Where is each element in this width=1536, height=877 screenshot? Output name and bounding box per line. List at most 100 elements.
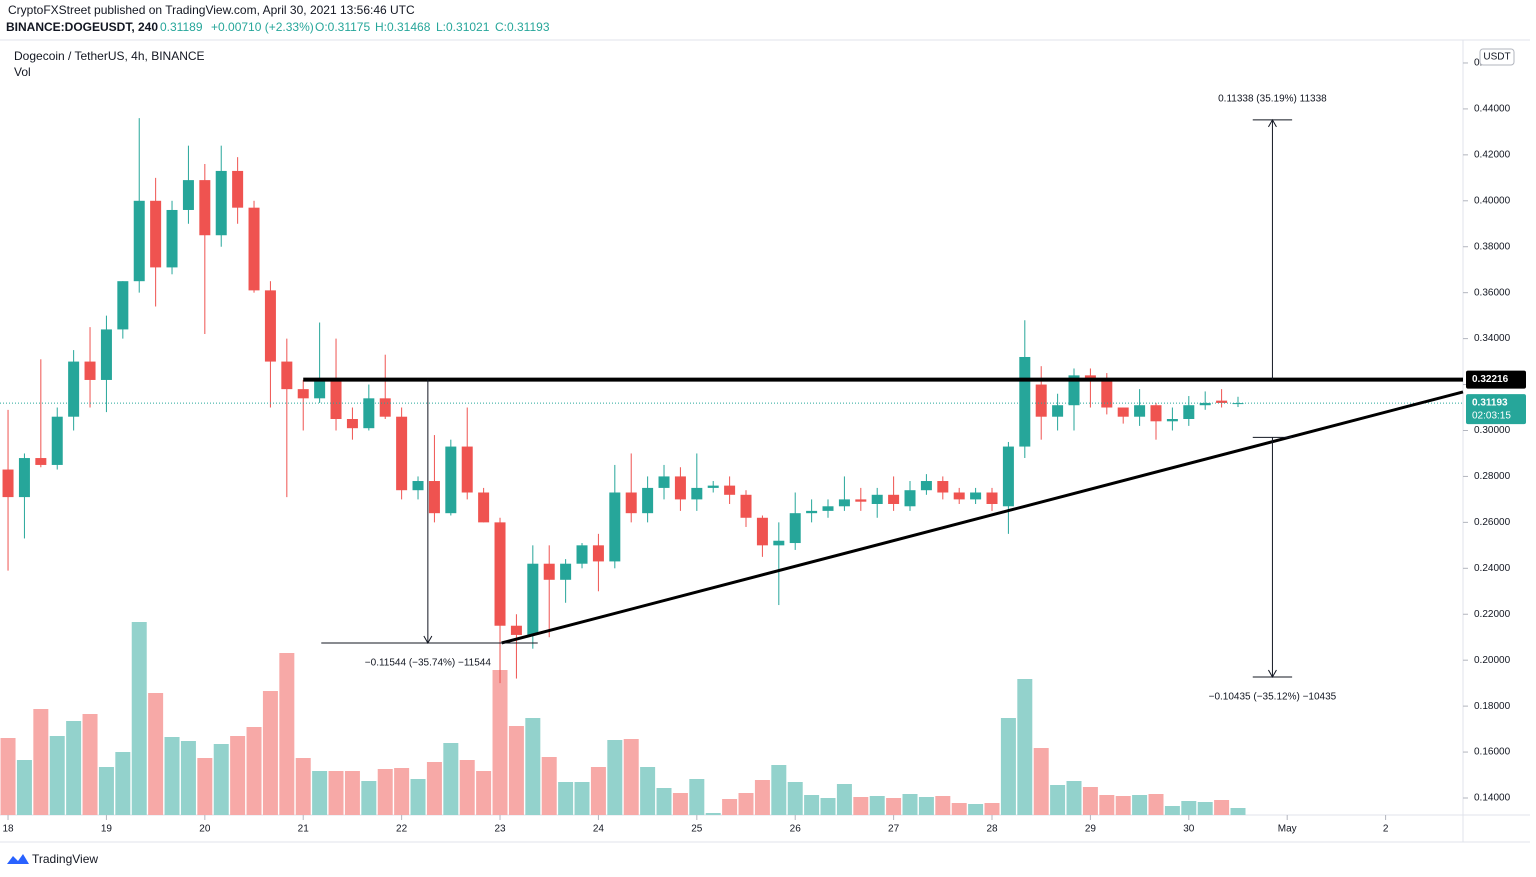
candle-body bbox=[18, 458, 30, 498]
volume-bar bbox=[361, 781, 377, 815]
x-tick-label: 2 bbox=[1383, 824, 1389, 835]
volume-bar bbox=[689, 779, 705, 815]
low-value: L:0.31021 bbox=[436, 20, 490, 34]
volume-bar bbox=[180, 741, 196, 815]
volume-bar bbox=[1230, 808, 1246, 815]
resistance-box bbox=[1466, 370, 1526, 389]
candle-body bbox=[68, 361, 80, 417]
measure-arrow bbox=[1268, 669, 1277, 678]
measure-label: −0.11544 (−35.74%) −11544 bbox=[365, 658, 492, 669]
candle-body bbox=[150, 200, 162, 268]
x-tick-label: 26 bbox=[790, 824, 802, 835]
candle-body bbox=[855, 499, 867, 502]
candle-body bbox=[1199, 402, 1211, 406]
volume-bar bbox=[33, 709, 49, 815]
volume-bar bbox=[410, 779, 426, 815]
currency-box bbox=[1479, 48, 1515, 66]
candle-body bbox=[84, 361, 96, 380]
volume-bar bbox=[246, 727, 262, 815]
volume-bar bbox=[525, 718, 541, 815]
volume-bar bbox=[1214, 800, 1230, 815]
volume-bar bbox=[115, 752, 131, 815]
y-tick-label: 0.30000 bbox=[1474, 425, 1511, 436]
candle-body bbox=[494, 522, 506, 626]
volume-bar bbox=[1066, 781, 1082, 815]
candle-body bbox=[658, 476, 670, 488]
volume-bar bbox=[623, 739, 639, 815]
candle-body bbox=[1068, 375, 1080, 406]
volume-bar bbox=[148, 693, 164, 815]
volume-bar bbox=[459, 760, 475, 815]
y-tick-label: 0.16000 bbox=[1474, 747, 1511, 758]
volume-bar bbox=[607, 740, 623, 815]
candle-body bbox=[576, 545, 588, 564]
trend-line bbox=[501, 390, 1464, 645]
plot-area: 0.14000 0.16000 0.18000 0.20000 0.22000 0.240… bbox=[0, 39, 1530, 843]
candle-body bbox=[232, 170, 244, 208]
volume-bar bbox=[1132, 795, 1148, 815]
volume-bar bbox=[1099, 795, 1115, 815]
candle-body bbox=[1150, 405, 1162, 422]
published-line: CryptoFXStreet published on TradingView.… bbox=[8, 3, 415, 17]
y-tick-label: 0.24000 bbox=[1474, 563, 1511, 574]
candle-body bbox=[166, 209, 178, 268]
candle-body bbox=[297, 389, 309, 399]
volume-bar bbox=[16, 760, 32, 815]
candle-body bbox=[248, 207, 260, 291]
volume-bar bbox=[804, 795, 820, 815]
candle-body bbox=[986, 492, 998, 504]
volume-bar bbox=[328, 771, 344, 815]
measure-label: 0.11338 (35.19%) 11338 bbox=[1218, 94, 1327, 105]
volume-bar bbox=[1115, 796, 1131, 815]
candle-body bbox=[182, 180, 194, 210]
y-tick-label: 0.26000 bbox=[1474, 517, 1511, 528]
high-value: H:0.31468 bbox=[375, 20, 431, 34]
volume-bar bbox=[394, 768, 410, 815]
candle-body bbox=[445, 446, 457, 514]
candle-body bbox=[871, 494, 883, 504]
volume-bar bbox=[262, 691, 278, 815]
volume-bar bbox=[1033, 748, 1049, 815]
y-tick-label: 0.44000 bbox=[1474, 104, 1511, 115]
candle-body bbox=[412, 481, 424, 491]
x-tick-label: 29 bbox=[1085, 824, 1097, 835]
candle-body bbox=[609, 492, 621, 562]
volume-bar bbox=[771, 765, 787, 815]
candle-body bbox=[1019, 356, 1031, 447]
candle-body bbox=[789, 513, 801, 544]
y-tick-label: 0.22000 bbox=[1474, 609, 1511, 620]
volume-bar bbox=[935, 796, 951, 815]
candle-body bbox=[1117, 407, 1129, 417]
candle-body bbox=[2, 469, 14, 498]
x-tick-label: 19 bbox=[101, 824, 113, 835]
brand: TradingView bbox=[32, 852, 98, 866]
candle-body bbox=[740, 494, 752, 518]
candle-body bbox=[264, 290, 276, 362]
volume-bar bbox=[738, 793, 754, 815]
quote-line: BINANCE:DOGEUSDT, 240 0.31189 +0.00710 (… bbox=[6, 20, 550, 34]
last-price-label: 0.31193 bbox=[1472, 398, 1508, 409]
candle-body bbox=[937, 481, 949, 493]
countdown-label: 02:03:15 bbox=[1472, 411, 1511, 422]
volume-bar bbox=[164, 737, 180, 815]
candle-body bbox=[773, 540, 785, 546]
candle-body bbox=[838, 499, 850, 507]
volume-bar bbox=[705, 813, 721, 815]
candle-body bbox=[953, 492, 965, 500]
volume-bar bbox=[492, 670, 508, 815]
candle-body bbox=[510, 625, 522, 635]
candle-body bbox=[1134, 405, 1146, 417]
volume-bar bbox=[312, 771, 328, 815]
x-tick-label: 30 bbox=[1183, 824, 1195, 835]
volume-bar bbox=[541, 757, 557, 815]
volume-bar bbox=[853, 797, 869, 815]
volume-bar bbox=[820, 798, 836, 815]
measure-label: −0.10435 (−35.12%) −10435 bbox=[1209, 692, 1337, 703]
y-tick-label: 0.40000 bbox=[1474, 195, 1511, 206]
candle-body bbox=[133, 200, 145, 282]
candle-body bbox=[478, 492, 490, 523]
volume-bar bbox=[0, 738, 16, 815]
candle-body bbox=[642, 487, 654, 514]
